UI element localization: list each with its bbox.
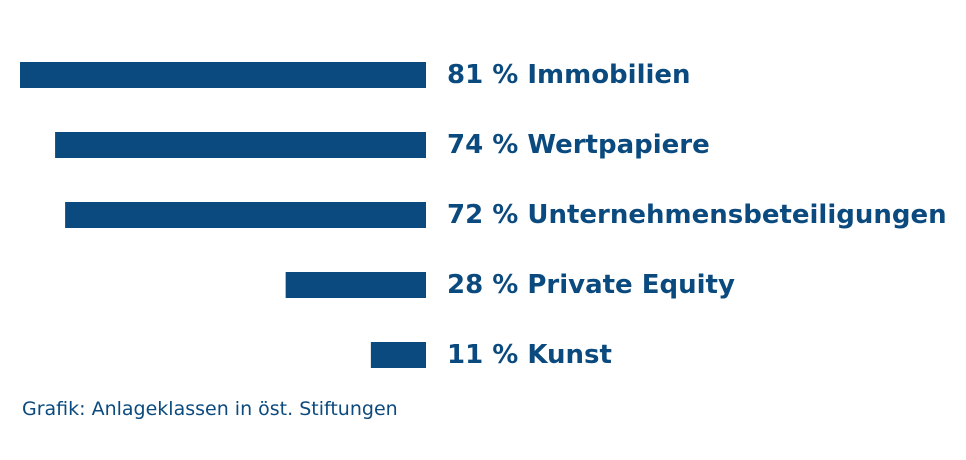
bar-kunst xyxy=(370,342,426,368)
bar-label-kunst: 11 % Kunst xyxy=(447,340,612,370)
bar-wertpapiere xyxy=(55,132,426,158)
bar-label-private-equity: 28 % Private Equity xyxy=(447,270,735,300)
bar-label-wertpapiere: 74 % Wertpapiere xyxy=(447,130,710,160)
bar-label-immobilien: 81 % Immobilien xyxy=(447,60,691,90)
bar-immobilien xyxy=(20,62,426,88)
bar-label-unternehmensbeteiligungen: 72 % Unternehmensbeteiligungen xyxy=(447,200,947,230)
bar-unternehmensbeteiligungen xyxy=(65,202,426,228)
bar-chart: 81 % Immobilien 74 % Wertpapiere 72 % Unte… xyxy=(20,60,947,370)
bar-private-equity xyxy=(285,272,426,298)
chart-caption: Grafik: Anlageklassen in öst. Stiftungen xyxy=(22,398,398,420)
